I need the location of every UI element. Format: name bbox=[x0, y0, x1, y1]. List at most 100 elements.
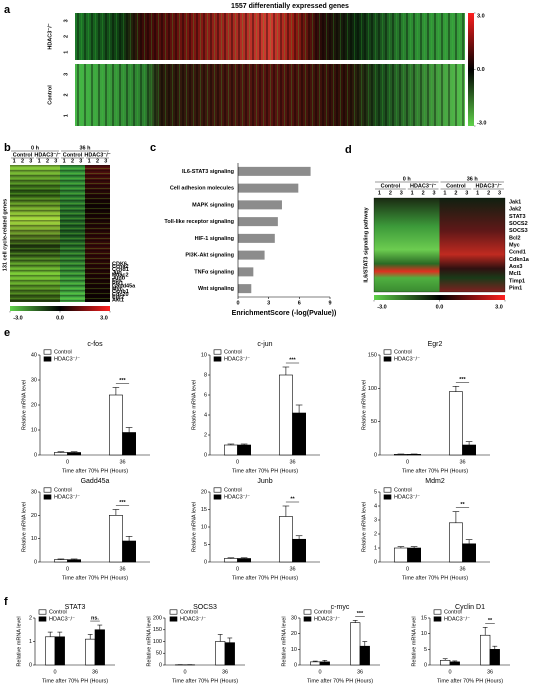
colorbar-label: 3.0 bbox=[477, 13, 485, 19]
replicate-label: 1 bbox=[378, 190, 381, 196]
x-axis-label: Time after 70% PH (Hours) bbox=[232, 468, 298, 474]
gene-label: SOCS3 bbox=[509, 228, 528, 234]
legend-label: HDAC3⁻/⁻ bbox=[49, 616, 75, 622]
y-axis-label: Relative mRNA level bbox=[411, 616, 417, 666]
error-bar bbox=[240, 443, 248, 445]
bar bbox=[224, 642, 235, 666]
gene-label: Aox3 bbox=[509, 264, 522, 270]
error-bar bbox=[47, 631, 53, 637]
chart-title: STAT3 bbox=[65, 604, 86, 611]
replicate-label: 3 bbox=[433, 190, 436, 196]
x-tick-label: 36 bbox=[119, 459, 125, 465]
x-tick-label: 9 bbox=[328, 300, 331, 306]
colorbar bbox=[468, 13, 474, 126]
legend-swatch bbox=[383, 494, 392, 500]
x-tick-label: 36 bbox=[119, 566, 125, 572]
y-axis-label: Relative mRNA level bbox=[361, 380, 367, 430]
replicate-label: 1 bbox=[63, 114, 69, 117]
legend-swatch bbox=[43, 494, 52, 500]
bar bbox=[67, 452, 81, 456]
legend-swatch bbox=[383, 349, 392, 355]
legend-swatch bbox=[213, 356, 222, 362]
legend-label: Control bbox=[394, 487, 412, 493]
x-tick-label: 36 bbox=[92, 669, 98, 675]
y-tick-label: 20 bbox=[291, 631, 297, 637]
y-axis-label: Relative mRNA level bbox=[21, 380, 27, 430]
legend-swatch bbox=[38, 609, 47, 615]
significance-label: ** bbox=[488, 618, 493, 624]
gene-label: SOCS2 bbox=[509, 221, 528, 227]
y-tick-label: 6 bbox=[204, 392, 207, 398]
legend-label: Control bbox=[314, 609, 332, 615]
bar bbox=[462, 543, 476, 563]
time-label: 0 h bbox=[403, 176, 412, 182]
bar bbox=[407, 547, 421, 563]
gene-label: Jun bbox=[112, 270, 122, 276]
legend-swatch bbox=[213, 487, 222, 493]
replicate-label: 3 bbox=[79, 158, 82, 164]
y-tick-label: 4 bbox=[204, 412, 207, 418]
y-tick-label: 15 bbox=[421, 615, 427, 621]
category-label: Cell adhesion molecules bbox=[170, 186, 234, 192]
bar bbox=[278, 374, 293, 456]
row-group-label: Control bbox=[47, 85, 53, 105]
panel-letter: e bbox=[4, 327, 10, 339]
error-bar bbox=[295, 535, 303, 540]
replicate-label: 3 bbox=[63, 73, 69, 76]
x-tick-label: 0 bbox=[236, 566, 239, 572]
significance-label: *** bbox=[459, 377, 466, 383]
category-label: PI3K-Akt signaling bbox=[185, 253, 234, 259]
y-axis-label: Relative mRNA level bbox=[191, 380, 197, 430]
heatmap-b-body bbox=[10, 165, 110, 302]
replicate-label: 2 bbox=[63, 35, 69, 38]
gene-label: Egr2 bbox=[112, 295, 124, 301]
error-bar bbox=[452, 511, 460, 523]
time-label: 36 h bbox=[467, 176, 479, 182]
gene-label: Cdkn1a bbox=[509, 257, 530, 263]
bar bbox=[109, 394, 123, 456]
significance-label: *** bbox=[289, 357, 296, 363]
column-group-label: HDAC3⁻/⁻ bbox=[84, 152, 110, 158]
y-tick-label: 0 bbox=[34, 452, 37, 458]
legend-swatch bbox=[213, 349, 222, 355]
gene-label: Myc bbox=[112, 286, 123, 292]
gene-label: Hdac2 bbox=[112, 273, 129, 279]
bar bbox=[393, 454, 408, 456]
bar bbox=[489, 649, 500, 666]
y-tick-label: 0 bbox=[204, 452, 207, 458]
bar bbox=[310, 661, 321, 666]
bar bbox=[350, 622, 361, 666]
time-label: 36 h bbox=[79, 145, 91, 151]
chart-title: c-myc bbox=[331, 604, 350, 611]
bar bbox=[54, 636, 65, 666]
legend-swatch bbox=[43, 487, 52, 493]
y-axis-label: Relative mRNA level bbox=[21, 502, 27, 552]
error-bar bbox=[227, 637, 233, 643]
bar bbox=[237, 444, 251, 456]
legend-swatch bbox=[38, 616, 47, 622]
y-tick-label: 30 bbox=[291, 615, 297, 621]
y-tick-label: 0 bbox=[34, 559, 37, 565]
x-axis-label: Time after 70% PH (Hours) bbox=[62, 575, 128, 581]
x-axis-label: EnrichmentScore (-log(Pvalue)) bbox=[232, 310, 337, 317]
chart-title: Mdm2 bbox=[425, 478, 445, 485]
x-tick-label: 0 bbox=[236, 300, 239, 306]
x-axis-label: Time after 70% PH (Hours) bbox=[402, 575, 468, 581]
colorbar-label: -3.0 bbox=[13, 315, 22, 321]
chart-title: c-fos bbox=[87, 341, 103, 348]
y-tick-label: 5 bbox=[204, 542, 207, 548]
bar bbox=[292, 412, 306, 456]
bar bbox=[122, 540, 136, 563]
x-tick-label: 6 bbox=[298, 300, 301, 306]
bar bbox=[53, 559, 68, 563]
significance-label: *** bbox=[119, 378, 126, 384]
error-bar bbox=[397, 546, 405, 548]
replicate-label: 1 bbox=[63, 51, 69, 54]
replicate-label: 2 bbox=[46, 158, 49, 164]
significance-label: ** bbox=[290, 496, 295, 502]
column-group-label: HDAC3⁻/⁻ bbox=[34, 152, 60, 158]
error-bar bbox=[217, 634, 223, 642]
bar bbox=[449, 661, 460, 666]
gene-label: Ccnb1 bbox=[112, 289, 129, 295]
x-tick-label: 0 bbox=[53, 669, 56, 675]
